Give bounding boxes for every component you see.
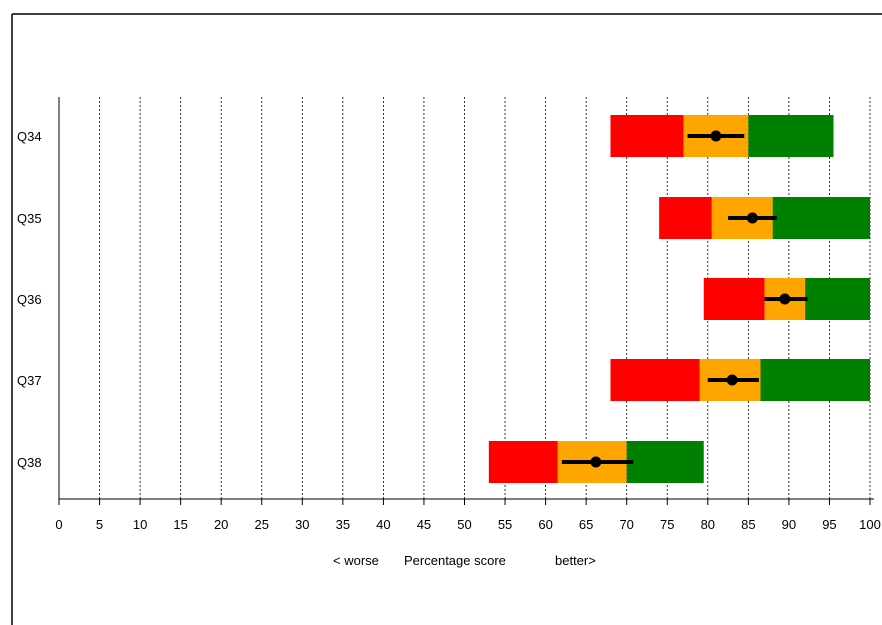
x-tick-label-15: 15	[173, 517, 187, 532]
x-tick-label-90: 90	[782, 517, 796, 532]
row-label-q36: Q36	[17, 292, 42, 307]
bar-q37-red	[610, 359, 700, 401]
x-tick-label-85: 85	[741, 517, 755, 532]
bar-q35-red	[659, 197, 712, 239]
point-q34	[710, 130, 722, 142]
row-label-q34: Q34	[17, 129, 42, 144]
point-q35	[746, 212, 758, 224]
x-tick-label-55: 55	[498, 517, 512, 532]
x-tick-label-95: 95	[822, 517, 836, 532]
x-tick-label-65: 65	[579, 517, 593, 532]
row-label-q37: Q37	[17, 373, 42, 388]
x-tick-label-20: 20	[214, 517, 228, 532]
x-tick-label-80: 80	[701, 517, 715, 532]
bar-q34-green	[748, 115, 834, 157]
x-tick-label-75: 75	[660, 517, 674, 532]
bar-q37-green	[760, 359, 870, 401]
plot-area: 0 5 10 15 20 25 30 35 40 45 50 55 60 65 70 75 80 85 90 95 10…	[17, 97, 881, 532]
bar-q34-red	[610, 115, 684, 157]
x-tick-label-0: 0	[55, 517, 62, 532]
x-tick-label-50: 50	[457, 517, 471, 532]
bar-q36-red	[703, 278, 765, 320]
row-label-q38: Q38	[17, 455, 42, 470]
x-tick-label-60: 60	[538, 517, 552, 532]
row-label-q35: Q35	[17, 211, 42, 226]
bar-q36-green	[805, 278, 870, 320]
x-tick-label-35: 35	[336, 517, 350, 532]
bar-q35-green	[772, 197, 870, 239]
x-tick-label-5: 5	[96, 517, 103, 532]
x-tick-label-40: 40	[376, 517, 390, 532]
x-tick-label-45: 45	[417, 517, 431, 532]
point-q38	[590, 456, 602, 468]
bar-q38-red	[488, 441, 558, 483]
x-tick-label-100: 100	[859, 517, 881, 532]
better-label: better>	[555, 553, 596, 568]
worse-label: < worse	[333, 553, 379, 568]
x-tick-label-30: 30	[295, 517, 309, 532]
bar-q38-green	[626, 441, 704, 483]
point-q37	[726, 374, 738, 386]
point-q36	[779, 293, 791, 305]
x-tick-label-25: 25	[255, 517, 269, 532]
x-tick-label-10: 10	[133, 517, 147, 532]
x-tick-label-70: 70	[619, 517, 633, 532]
x-axis-title: Percentage score	[404, 553, 506, 568]
